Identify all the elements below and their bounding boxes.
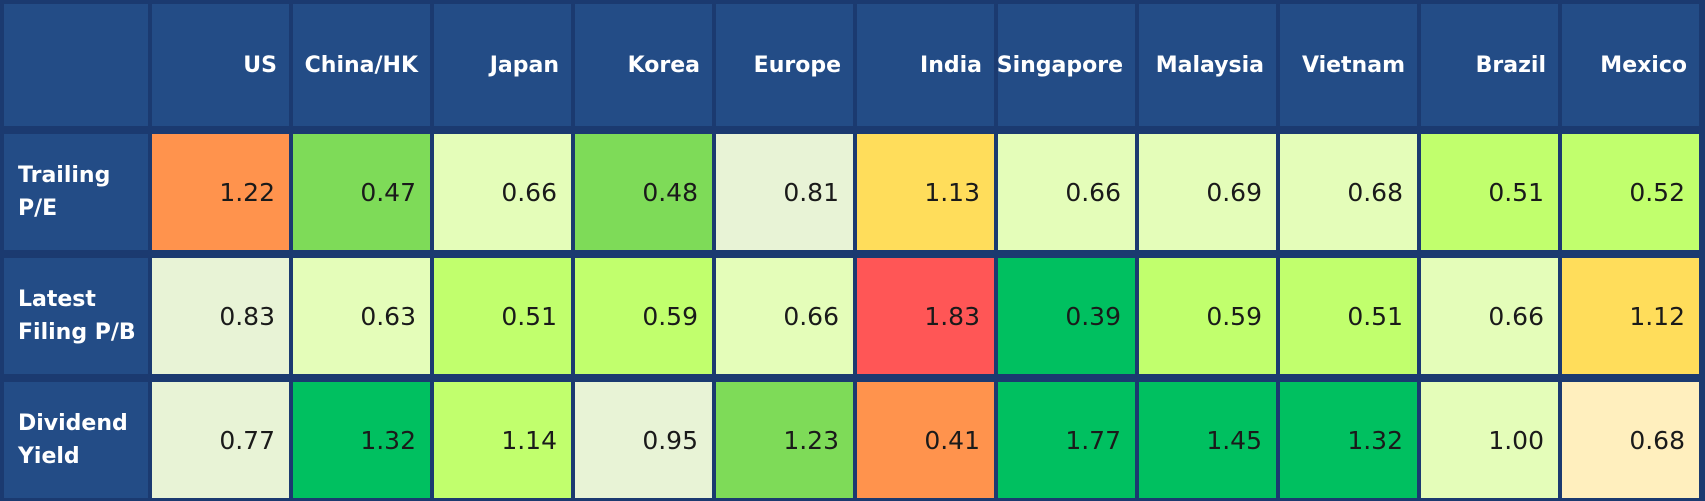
heatmap-cell-trailing-p-e-singapore: 0.66	[998, 134, 1135, 250]
heatmap-cell-trailing-p-e-europe: 0.81	[716, 134, 853, 250]
heatmap-cell-latest-filing-p-b-india: 1.83	[857, 258, 994, 374]
heatmap-cell-latest-filing-p-b-singapore: 0.39	[998, 258, 1135, 374]
heatmap-cell-trailing-p-e-mexico: 0.52	[1562, 134, 1699, 250]
heatmap-cell-dividend-yield-us: 0.77	[152, 382, 289, 498]
column-header-singapore: Singapore	[997, 4, 1135, 126]
heatmap-cell-latest-filing-p-b-mexico: 1.12	[1562, 258, 1699, 374]
column-header-india: India	[857, 4, 994, 126]
heatmap-cell-dividend-yield-malaysia: 1.45	[1139, 382, 1276, 498]
column-header-china-hk: China/HK	[293, 4, 430, 126]
column-header-brazil: Brazil	[1421, 4, 1558, 126]
heatmap-cell-trailing-p-e-us: 1.22	[152, 134, 289, 250]
heatmap-cell-trailing-p-e-korea: 0.48	[575, 134, 712, 250]
heatmap-cell-latest-filing-p-b-korea: 0.59	[575, 258, 712, 374]
heatmap-cell-trailing-p-e-vietnam: 0.68	[1280, 134, 1417, 250]
column-header-us: US	[152, 4, 289, 126]
heatmap-cell-dividend-yield-india: 0.41	[857, 382, 994, 498]
heatmap-cell-dividend-yield-brazil: 1.00	[1421, 382, 1558, 498]
column-header-malaysia: Malaysia	[1139, 4, 1276, 126]
heatmap-cell-dividend-yield-mexico: 0.68	[1562, 382, 1699, 498]
heatmap-cell-dividend-yield-korea: 0.95	[575, 382, 712, 498]
column-header-vietnam: Vietnam	[1280, 4, 1417, 126]
corner-cell	[4, 4, 148, 126]
heatmap-cell-latest-filing-p-b-japan: 0.51	[434, 258, 571, 374]
heatmap-cell-latest-filing-p-b-china-hk: 0.63	[293, 258, 430, 374]
heatmap-cell-dividend-yield-japan: 1.14	[434, 382, 571, 498]
column-header-korea: Korea	[575, 4, 712, 126]
column-header-europe: Europe	[716, 4, 853, 126]
heatmap-cell-latest-filing-p-b-brazil: 0.66	[1421, 258, 1558, 374]
heatmap-cell-trailing-p-e-malaysia: 0.69	[1139, 134, 1276, 250]
heatmap-cell-dividend-yield-singapore: 1.77	[998, 382, 1135, 498]
heatmap-cell-dividend-yield-vietnam: 1.32	[1280, 382, 1417, 498]
row-header-dividend-yield: Dividend Yield	[4, 382, 148, 498]
heatmap-cell-trailing-p-e-china-hk: 0.47	[293, 134, 430, 250]
heatmap-cell-latest-filing-p-b-europe: 0.66	[716, 258, 853, 374]
heatmap-cell-latest-filing-p-b-malaysia: 0.59	[1139, 258, 1276, 374]
column-header-japan: Japan	[434, 4, 571, 126]
row-header-latest-filing-p-b: Latest Filing P/B	[4, 258, 148, 374]
column-header-mexico: Mexico	[1562, 4, 1699, 126]
heatmap-cell-trailing-p-e-brazil: 0.51	[1421, 134, 1558, 250]
heatmap-cell-latest-filing-p-b-vietnam: 0.51	[1280, 258, 1417, 374]
heatmap-cell-trailing-p-e-japan: 0.66	[434, 134, 571, 250]
heatmap-cell-trailing-p-e-india: 1.13	[857, 134, 994, 250]
heatmap-cell-latest-filing-p-b-us: 0.83	[152, 258, 289, 374]
heatmap-cell-dividend-yield-china-hk: 1.32	[293, 382, 430, 498]
row-header-trailing-p-e: Trailing P/E	[4, 134, 148, 250]
heatmap-cell-dividend-yield-europe: 1.23	[716, 382, 853, 498]
